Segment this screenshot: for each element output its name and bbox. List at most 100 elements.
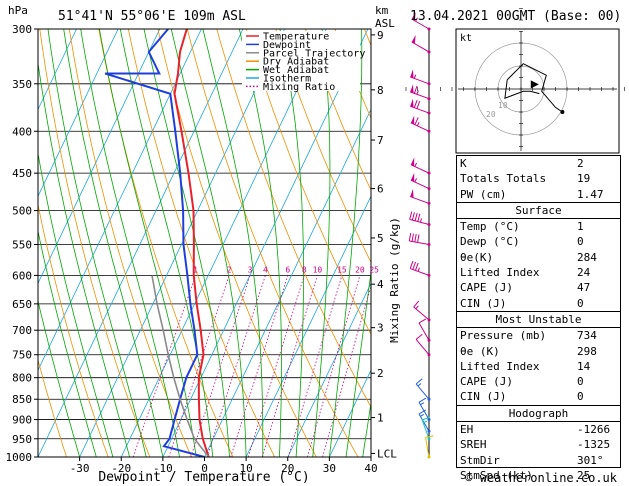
wet-adiabat	[99, 29, 197, 457]
legend-entry: Dry Adiabat	[263, 57, 329, 68]
wind-barb	[415, 378, 431, 401]
barb-half-flag	[420, 218, 423, 223]
barb-dot	[427, 171, 431, 175]
barb-half-flag	[420, 413, 425, 417]
barb-dot	[427, 50, 431, 54]
km-tick-label: 3	[377, 322, 384, 335]
barb-flag	[414, 117, 419, 125]
mixing-ratio-label: 25	[369, 265, 379, 274]
barb-dot	[427, 273, 431, 277]
wet-adiabat	[329, 29, 363, 457]
wind-barb	[409, 260, 431, 277]
dry-adiabat	[275, 29, 371, 264]
pressure-tick-label: 450	[12, 167, 32, 180]
barb-staff	[418, 322, 430, 341]
dry-adiabat	[38, 358, 67, 457]
barb-half-flag	[415, 305, 419, 310]
index-row: θe (K) 298	[460, 344, 597, 358]
barb-flag	[417, 234, 420, 243]
barb-pennant	[411, 12, 416, 21]
barb-flag	[413, 100, 418, 108]
isotherm	[38, 29, 202, 372]
index-row: SREH -1325	[460, 438, 611, 452]
mixing-ratio-label: 1	[193, 265, 198, 274]
dry-adiabat	[157, 29, 317, 457]
barb-dot	[427, 455, 431, 459]
barb-staff	[410, 105, 430, 114]
barb-dot	[427, 437, 431, 441]
barb-staff	[409, 218, 430, 226]
km-tick-label: 8	[377, 84, 384, 97]
hodograph-indices-title: Hodograph	[457, 406, 620, 423]
wet-adiabat	[362, 400, 371, 457]
km-label: km	[375, 4, 389, 17]
barb-flag	[414, 234, 417, 243]
wind-barb	[410, 69, 431, 86]
index-row: Totals Totals 19	[460, 172, 591, 186]
surface-block: Surface Temp (°C) 1 Dewp (°C) 0 θe(K) 284 L…	[457, 203, 620, 312]
barb-half-flag	[420, 402, 425, 406]
index-row: EH -1266	[460, 423, 611, 437]
hodograph-ring-label-20: 20	[486, 110, 496, 119]
wet-adiabat	[47, 29, 147, 457]
wet-adiabat	[80, 29, 180, 457]
barb-flag	[408, 233, 412, 242]
isotherm	[38, 29, 77, 111]
index-row: StmDir 301°	[460, 453, 604, 467]
barb-staff	[410, 164, 430, 174]
km-tick-label: 2	[377, 367, 384, 380]
index-row: CIN (J) 0	[460, 390, 584, 404]
mixing-ratio-axis-title: Mixing Ratio (g/kg)	[388, 217, 401, 343]
mixing-ratio-line	[247, 275, 305, 457]
index-row: Dewp (°C) 0	[460, 235, 584, 249]
most-unstable-title: Most Unstable	[457, 312, 620, 329]
mixing-ratio-label: 4	[263, 265, 268, 274]
isotherm	[38, 29, 244, 457]
mixing-ratio-line	[206, 275, 266, 457]
index-row: CIN (J) 0	[460, 296, 584, 310]
barb-staff	[409, 240, 430, 245]
mixing-ratio-label: 6	[285, 265, 290, 274]
pressure-axis: 300 350 400 450 500 550 600 650 700 750 800 850 900 9…	[6, 23, 38, 464]
barb-half-flag	[422, 420, 428, 424]
barb-staff	[415, 339, 430, 356]
mixing-ratio-line	[168, 275, 230, 457]
mixing-ratio-line	[322, 284, 371, 457]
index-row: PW (cm) 1.47	[460, 187, 604, 201]
temperature-axis: -30 -20 -10 0 10 20 30 40	[70, 457, 378, 475]
barb-half-flag	[417, 267, 420, 272]
hodograph-end-dot	[560, 110, 565, 114]
wind-barb	[410, 115, 431, 133]
temp-tick-label: -30	[70, 462, 90, 475]
storm-motion-marker	[530, 80, 539, 89]
mixing-ratio-label: 3	[248, 265, 253, 274]
hodograph-indices-block: Hodograph EH -1266 SREH -1325 StmDir 301° S…	[457, 406, 620, 483]
legend-entry: Dewpoint	[263, 40, 311, 51]
barb-flag	[416, 100, 421, 109]
wind-barb	[408, 233, 431, 246]
km-tick-label: 1	[377, 412, 384, 425]
temp-tick-label: 20	[281, 462, 294, 475]
dry-adiabat	[127, 29, 275, 457]
profile-temperature	[173, 29, 210, 457]
barb-dot	[427, 418, 431, 422]
hpa-label: hPa	[8, 4, 28, 17]
km-tick-label: 6	[377, 183, 384, 196]
barb-staff	[410, 179, 430, 190]
wind-barb	[410, 189, 431, 205]
mixing-ratio-line	[230, 275, 289, 457]
barb-dot	[427, 397, 431, 401]
barb-staff	[410, 196, 430, 204]
wind-barb	[411, 12, 431, 31]
mixing-ratio-label: 15	[337, 265, 347, 274]
x-axis-title: Dewpoint / Temperature (°C)	[98, 470, 309, 485]
barb-dot	[427, 429, 431, 433]
mixing-ratio-line	[190, 275, 251, 457]
index-row: Pressure (mb) 734	[460, 329, 597, 343]
barb-flag	[418, 318, 427, 324]
credit: © weatheronline.co.uk	[465, 471, 617, 485]
dry-adiabat	[39, 29, 151, 457]
barb-pennant	[411, 35, 416, 44]
